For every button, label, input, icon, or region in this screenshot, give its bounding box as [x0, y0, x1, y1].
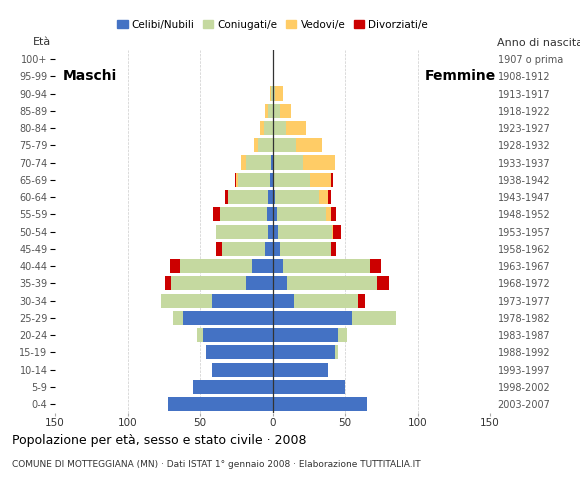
Bar	[273, 156, 274, 169]
Bar	[216, 225, 268, 239]
Bar	[235, 173, 236, 187]
Bar	[273, 207, 277, 221]
Bar	[276, 190, 319, 204]
Bar	[169, 259, 180, 273]
Bar	[193, 380, 273, 394]
Bar	[277, 207, 326, 221]
Bar	[369, 259, 382, 273]
Bar	[282, 259, 369, 273]
Bar	[273, 380, 345, 394]
Bar	[180, 259, 252, 273]
Bar	[258, 138, 273, 152]
Bar	[183, 311, 273, 325]
Bar	[335, 345, 338, 360]
Bar	[259, 121, 264, 135]
Bar	[334, 225, 340, 239]
Bar	[273, 138, 296, 152]
Legend: Celibi/Nubili, Coniugati/e, Vedovi/e, Divorziati/e: Celibi/Nubili, Coniugati/e, Vedovi/e, Di…	[113, 16, 432, 34]
Bar	[197, 328, 203, 342]
Bar	[377, 276, 389, 290]
Bar	[222, 242, 265, 256]
Bar	[273, 294, 294, 308]
Bar	[216, 242, 222, 256]
Bar	[212, 294, 273, 308]
Bar	[271, 86, 273, 101]
Bar	[203, 328, 273, 342]
Text: Popolazione per età, sesso e stato civile · 2008: Popolazione per età, sesso e stato civil…	[12, 434, 306, 447]
Bar	[206, 345, 273, 360]
Bar	[276, 86, 282, 101]
Bar	[273, 104, 280, 118]
Bar	[273, 328, 338, 342]
Bar	[227, 190, 268, 204]
Bar	[224, 190, 227, 204]
Bar	[273, 69, 274, 84]
Text: COMUNE DI MOTTEGGIANA (MN) · Dati ISTAT 1° gennaio 2008 · Elaborazione TUTTITALI: COMUNE DI MOTTEGGIANA (MN) · Dati ISTAT …	[12, 460, 420, 469]
Bar	[273, 362, 328, 377]
Bar	[338, 328, 346, 342]
Bar	[161, 294, 212, 308]
Bar	[296, 138, 322, 152]
Bar	[173, 311, 183, 325]
Bar	[331, 173, 333, 187]
Bar	[274, 156, 303, 169]
Bar	[265, 242, 273, 256]
Bar	[328, 190, 331, 204]
Bar	[273, 173, 274, 187]
Bar	[326, 207, 331, 221]
Text: Età: Età	[32, 37, 50, 47]
Bar	[280, 104, 291, 118]
Bar	[165, 276, 171, 290]
Bar	[285, 121, 306, 135]
Bar	[212, 362, 273, 377]
Bar	[273, 259, 282, 273]
Bar	[273, 86, 275, 101]
Bar	[273, 276, 287, 290]
Text: Femmine: Femmine	[425, 69, 496, 84]
Bar	[264, 121, 273, 135]
Bar	[268, 225, 273, 239]
Bar	[253, 138, 258, 152]
Bar	[319, 190, 328, 204]
Bar	[270, 86, 271, 101]
Text: Anno di nascita: Anno di nascita	[497, 37, 580, 48]
Bar	[270, 173, 273, 187]
Bar	[274, 173, 310, 187]
Bar	[171, 276, 246, 290]
Bar	[332, 225, 334, 239]
Bar	[265, 104, 268, 118]
Bar	[331, 242, 336, 256]
Bar	[267, 207, 273, 221]
Bar	[246, 276, 273, 290]
Bar	[238, 173, 270, 187]
Bar	[331, 207, 336, 221]
Bar	[310, 173, 331, 187]
Text: Maschi: Maschi	[62, 69, 117, 84]
Bar	[241, 156, 246, 169]
Bar	[287, 276, 377, 290]
Bar	[271, 156, 273, 169]
Bar	[273, 345, 335, 360]
Bar	[273, 397, 367, 411]
Bar	[280, 242, 331, 256]
Bar	[220, 207, 267, 221]
Bar	[273, 121, 285, 135]
Bar	[246, 156, 271, 169]
Bar	[168, 397, 273, 411]
Bar	[303, 156, 335, 169]
Bar	[273, 242, 280, 256]
Bar	[252, 259, 273, 273]
Bar	[273, 225, 278, 239]
Bar	[358, 294, 365, 308]
Bar	[273, 311, 352, 325]
Bar	[352, 311, 396, 325]
Bar	[268, 104, 273, 118]
Bar	[236, 173, 238, 187]
Bar	[213, 207, 220, 221]
Bar	[294, 294, 358, 308]
Bar	[268, 190, 273, 204]
Bar	[273, 190, 275, 204]
Bar	[278, 225, 332, 239]
